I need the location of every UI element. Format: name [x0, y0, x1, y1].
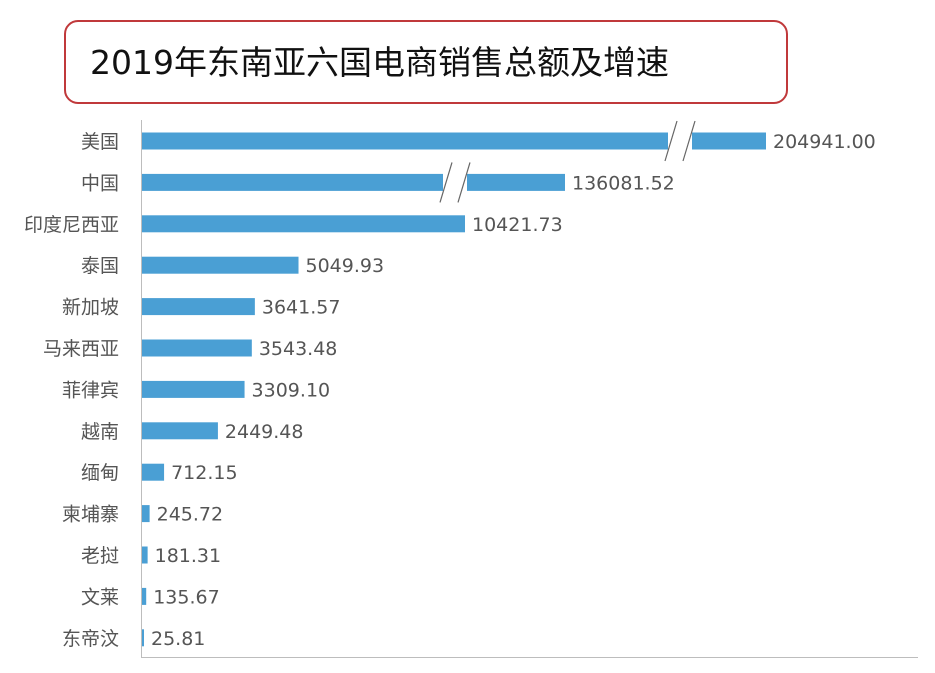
- chart-title-box: 2019年东南亚六国电商销售总额及增速: [64, 20, 788, 104]
- bar: [142, 298, 255, 316]
- data-label: 2449.48: [225, 421, 304, 443]
- bar: [142, 380, 245, 398]
- category-label: 泰国: [81, 255, 119, 277]
- bar: [142, 505, 150, 523]
- category-label: 新加坡: [62, 297, 119, 319]
- bar: [142, 339, 252, 357]
- data-label: 136081.52: [572, 172, 675, 194]
- data-label: 712.15: [171, 462, 237, 484]
- data-label: 245.72: [157, 504, 223, 526]
- chart-title: 2019年东南亚六国电商销售总额及增速: [90, 43, 669, 82]
- axis-break-gap: [668, 131, 692, 151]
- data-label: 135.67: [153, 586, 219, 608]
- category-label: 菲律宾: [62, 379, 119, 401]
- category-label: 东帝汶: [62, 628, 119, 650]
- category-label: 文莱: [81, 586, 119, 608]
- data-label: 181.31: [155, 545, 221, 567]
- category-label: 美国: [81, 131, 119, 153]
- data-label: 3543.48: [259, 338, 338, 360]
- data-label: 10421.73: [472, 214, 563, 236]
- bar: [142, 215, 465, 233]
- bar: [142, 132, 766, 150]
- data-label: 25.81: [151, 628, 205, 650]
- data-label: 5049.93: [306, 255, 385, 277]
- axis-break-mark: [682, 120, 696, 162]
- category-label: 马来西亚: [43, 338, 119, 360]
- data-label: 3309.10: [252, 379, 331, 401]
- bar: [142, 173, 565, 191]
- category-label: 柬埔寨: [62, 504, 119, 526]
- data-label: 3641.57: [262, 297, 341, 319]
- category-label: 中国: [81, 172, 119, 194]
- bar: [142, 463, 165, 481]
- category-label: 印度尼西亚: [24, 214, 119, 236]
- axis-break-mark: [664, 120, 678, 162]
- data-label: 204941.00: [773, 131, 876, 153]
- category-label: 老挝: [81, 545, 119, 567]
- axis-break-gap: [443, 172, 467, 192]
- axis-break-mark: [457, 162, 471, 203]
- category-label: 缅甸: [81, 462, 119, 484]
- bar: [142, 256, 299, 274]
- bar: [142, 422, 218, 440]
- category-label: 越南: [81, 421, 119, 443]
- bar: [142, 546, 148, 564]
- bar: [142, 629, 144, 647]
- axis-break-mark: [439, 162, 453, 203]
- bar: [142, 587, 147, 605]
